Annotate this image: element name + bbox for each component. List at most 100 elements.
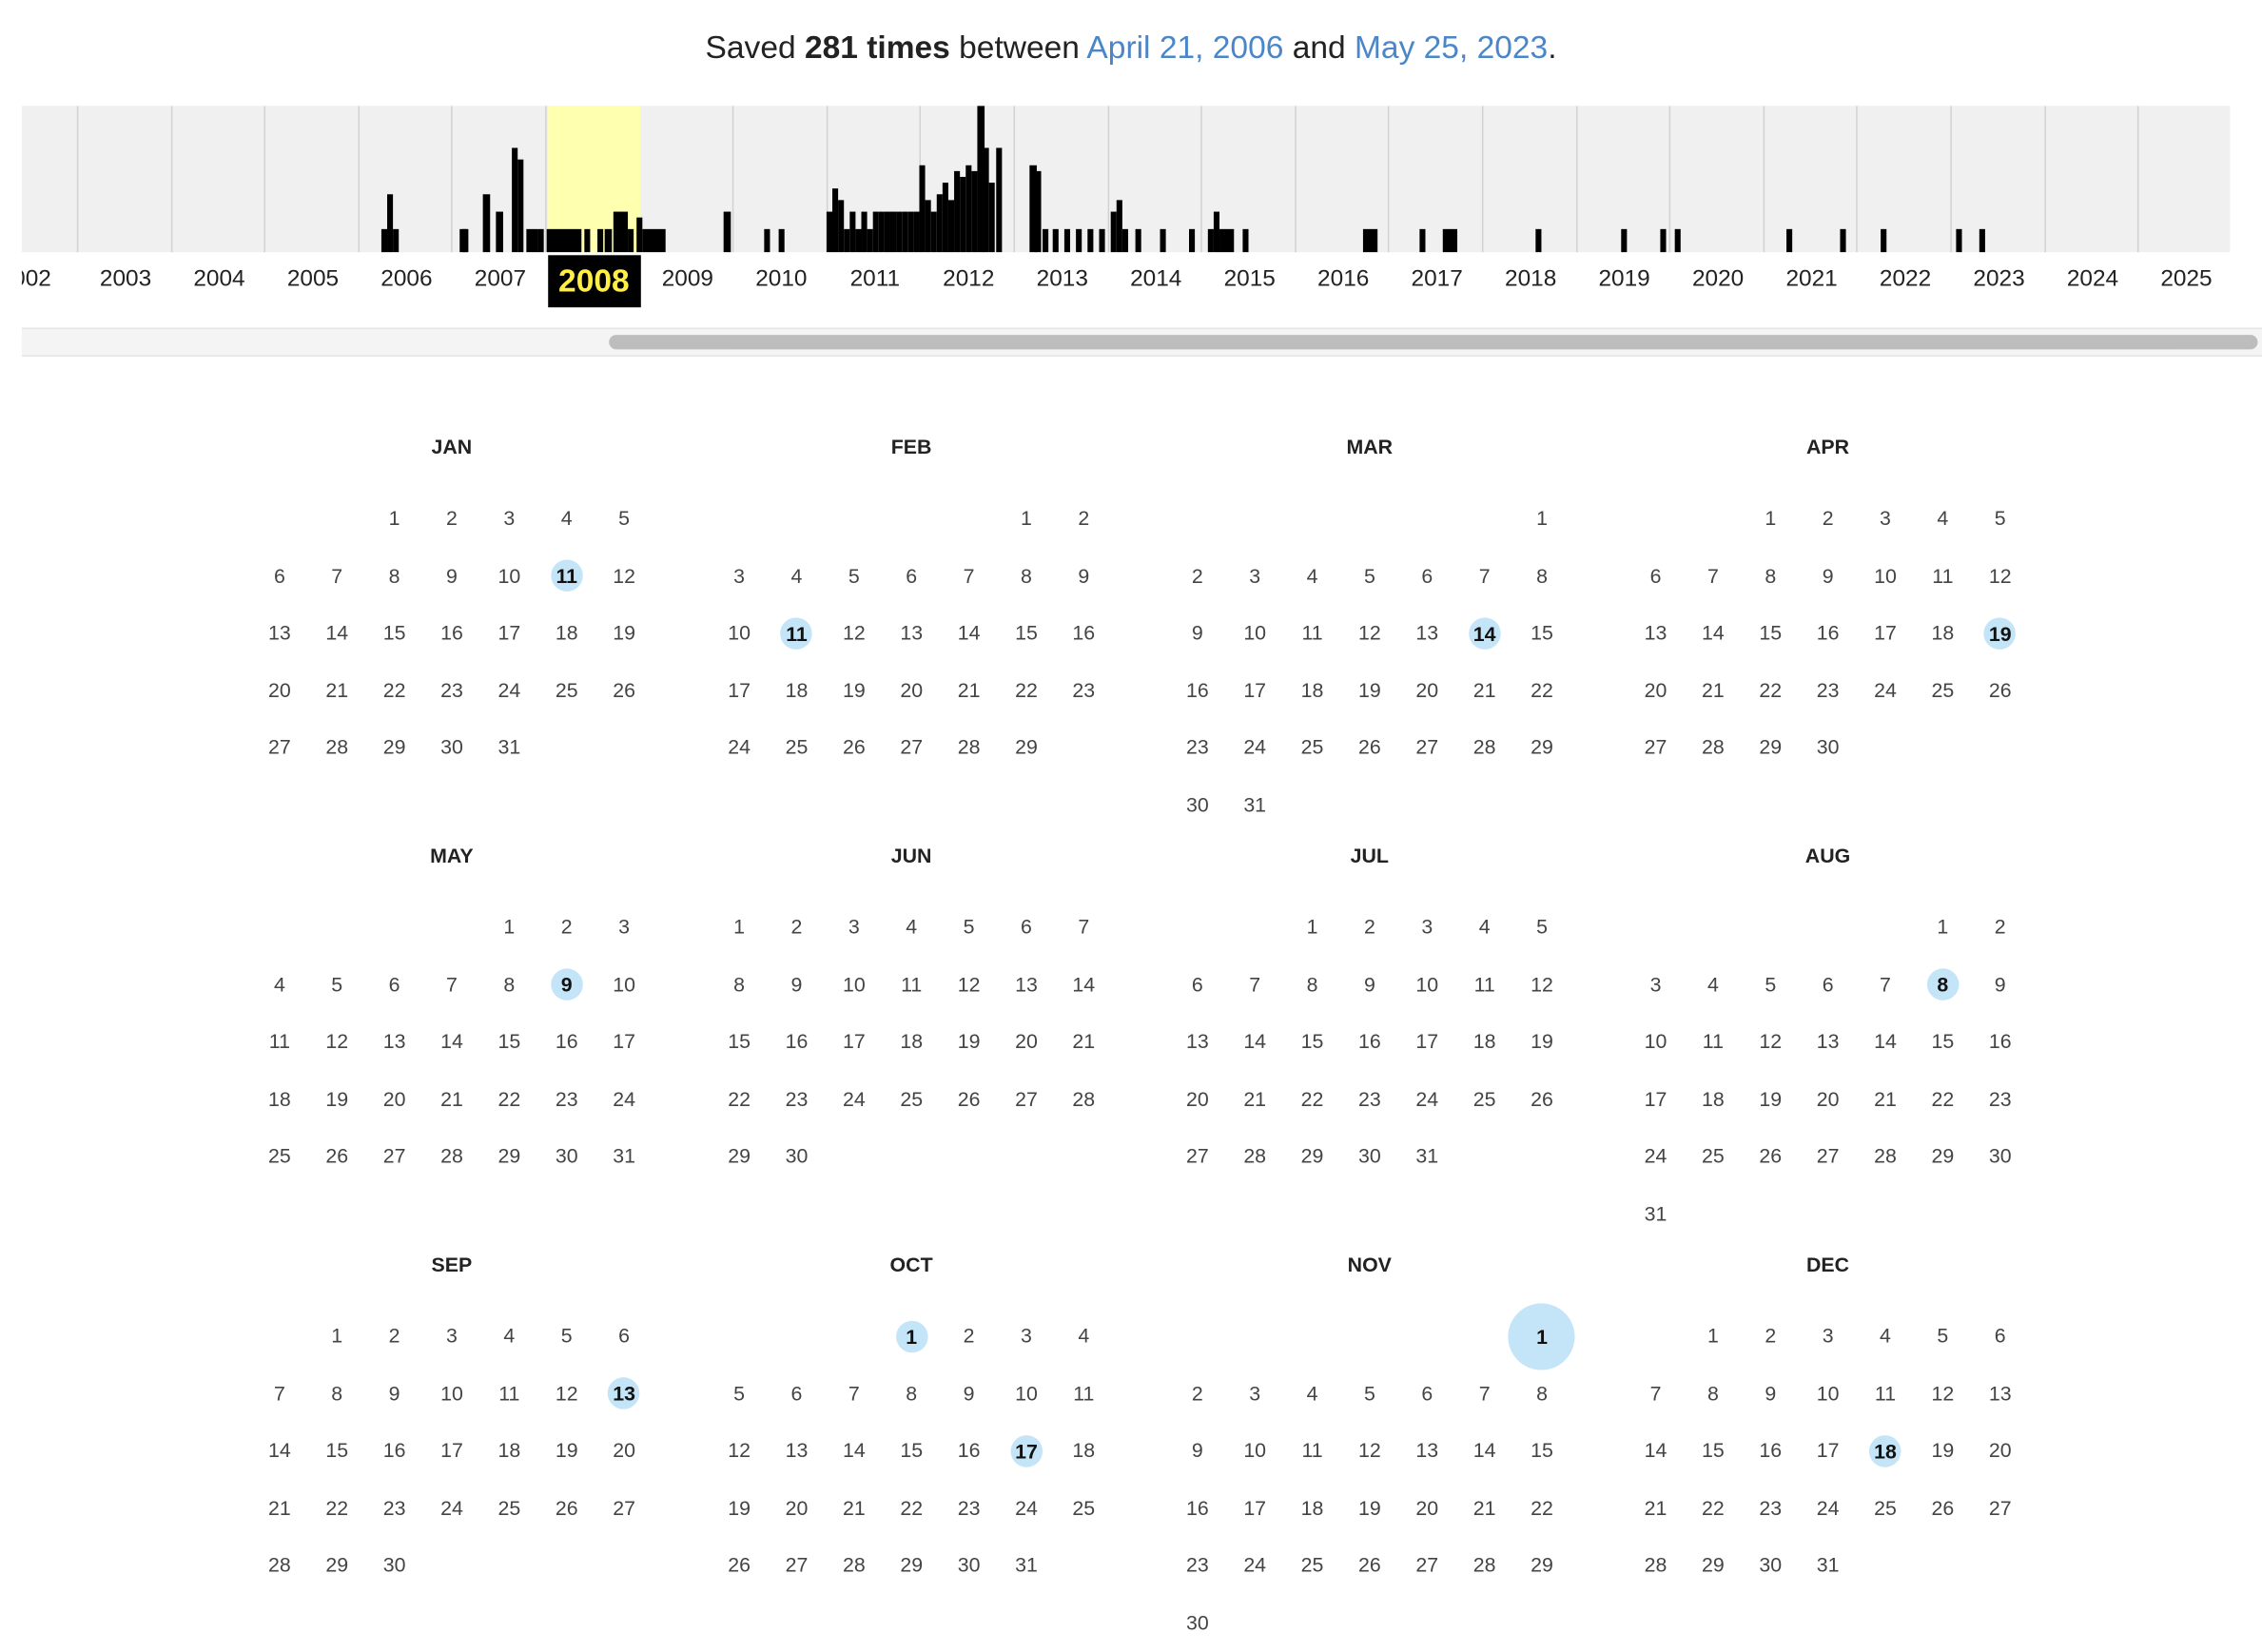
year-label-2003[interactable]: 2003 [99,266,152,292]
year-divider [1481,106,1484,253]
calendar-day: 12 [1988,563,2012,587]
calendar-day: 2 [1822,506,1834,530]
calendar-day: 17 [613,1029,635,1054]
capture-density-bar [826,211,833,253]
calendar-day: 27 [1816,1144,1840,1168]
first-capture-link[interactable]: April 21, 2006 [1086,29,1284,66]
calendar-day: 25 [900,1086,924,1111]
year-label-2009[interactable]: 2009 [661,266,713,292]
calendar-day: 21 [1644,1495,1667,1520]
calendar-day: 16 [440,620,463,645]
scrollbar-thumb[interactable] [609,335,2258,350]
captured-day[interactable]: 18 [1869,1435,1901,1467]
calendar-day: 10 [728,620,751,645]
year-label-2021[interactable]: 2021 [1785,266,1838,292]
calendar-day: 15 [1759,620,1783,645]
year-divider [1856,106,1859,253]
capture-density-bar [1099,228,1105,253]
captured-day[interactable]: 11 [550,560,583,593]
capture-density-bar [604,228,613,253]
calendar-day: 25 [555,678,578,702]
capture-density-bar [764,228,770,253]
calendar-day: 15 [325,1438,349,1462]
year-label-2004[interactable]: 2004 [193,266,245,292]
captured-day[interactable]: 14 [1468,617,1501,650]
year-label-2012[interactable]: 2012 [943,266,995,292]
calendar-day: 25 [1472,1086,1496,1111]
year-label-2019[interactable]: 2019 [1598,266,1650,292]
calendar-day: 31 [1415,1144,1439,1168]
calendar-day: 18 [1300,1495,1324,1520]
calendar-day: 9 [1191,1438,1203,1462]
calendar-day: 16 [1072,620,1096,645]
calendar-day: 23 [1759,1495,1783,1520]
year-label-2018[interactable]: 2018 [1505,266,1557,292]
capture-count: 281 times [804,29,950,66]
year-label-2008[interactable]: 2008 [547,255,641,308]
captured-day[interactable]: 9 [550,968,583,1001]
calendar-day: 30 [1185,792,1209,817]
calendar-day: 30 [440,735,463,759]
captured-day[interactable]: 11 [780,617,813,650]
calendar-day: 1 [388,506,400,530]
year-label-2007[interactable]: 2007 [474,266,527,292]
calendar-day: 12 [325,1029,349,1054]
calendar-day: 8 [906,1381,918,1405]
year-label-2024[interactable]: 2024 [2066,266,2119,292]
calendar-day: 2 [388,1323,400,1348]
year-label-2015[interactable]: 2015 [1223,266,1276,292]
year-divider [170,106,172,253]
month-name: JUN [890,844,932,867]
year-label-2020[interactable]: 2020 [1691,266,1745,292]
year-label-2010[interactable]: 2010 [755,266,808,292]
calendar-day: 31 [1243,792,1267,817]
calendar-day: 12 [1931,1381,1955,1405]
calendar-day: 7 [1706,563,1719,587]
calendar-day: 13 [1988,1381,2012,1405]
year-label-002[interactable]: 002 [22,266,51,292]
captured-day[interactable]: 19 [1983,617,2017,650]
calendar-day: 22 [1702,1495,1725,1520]
timeline-scrollbar[interactable] [21,327,2262,358]
year-label-2013[interactable]: 2013 [1036,266,1088,292]
year-label-2022[interactable]: 2022 [1879,266,1932,292]
year-label-2006[interactable]: 2006 [380,266,433,292]
calendar-day: 31 [1644,1201,1667,1226]
year-label-2005[interactable]: 2005 [286,266,340,292]
year-divider [1950,106,1952,253]
capture-density-bar [462,228,469,253]
last-capture-link[interactable]: May 25, 2023 [1354,29,1549,66]
captured-day[interactable]: 1 [1508,1303,1576,1370]
year-divider [76,106,79,253]
captured-day[interactable]: 8 [1926,968,1960,1001]
year-label-2017[interactable]: 2017 [1411,266,1463,292]
calendar-day: 21 [1243,1086,1267,1111]
calendar-day: 13 [1185,1029,1209,1054]
year-label-2023[interactable]: 2023 [1973,266,2025,292]
calendar-day: 11 [1301,620,1323,645]
capture-density-bar [496,211,503,253]
calendar-day: 1 [1306,914,1318,939]
capture-sparkline[interactable] [21,106,2231,253]
captured-day[interactable]: 17 [1010,1435,1043,1467]
calendar-day: 6 [906,563,918,587]
calendar-day: 26 [1531,1086,1553,1111]
calendar-day: 27 [785,1553,809,1577]
calendar-day: 4 [1078,1323,1090,1348]
calendar-day: 22 [1759,678,1783,702]
year-label-2011[interactable]: 2011 [849,266,901,292]
year-label-2016[interactable]: 2016 [1317,266,1370,292]
capture-density-bar [832,188,839,253]
calendar-day: 18 [1472,1029,1496,1054]
capture-density-bar [960,176,966,253]
year-label-2025[interactable]: 2025 [2160,266,2213,292]
capture-density-bar [1660,228,1667,253]
captured-day[interactable]: 1 [895,1320,927,1352]
calendar-day: 13 [1415,620,1439,645]
year-label-2014[interactable]: 2014 [1130,266,1182,292]
captured-day[interactable]: 13 [608,1377,640,1410]
year-divider [358,106,360,253]
calendar-day: 31 [497,735,521,759]
year-selector[interactable]: 002 2003 2004 2005 2006 2007 2008 2009 2010 2011 2… [22,252,2231,310]
calendar-day: 22 [728,1086,751,1111]
